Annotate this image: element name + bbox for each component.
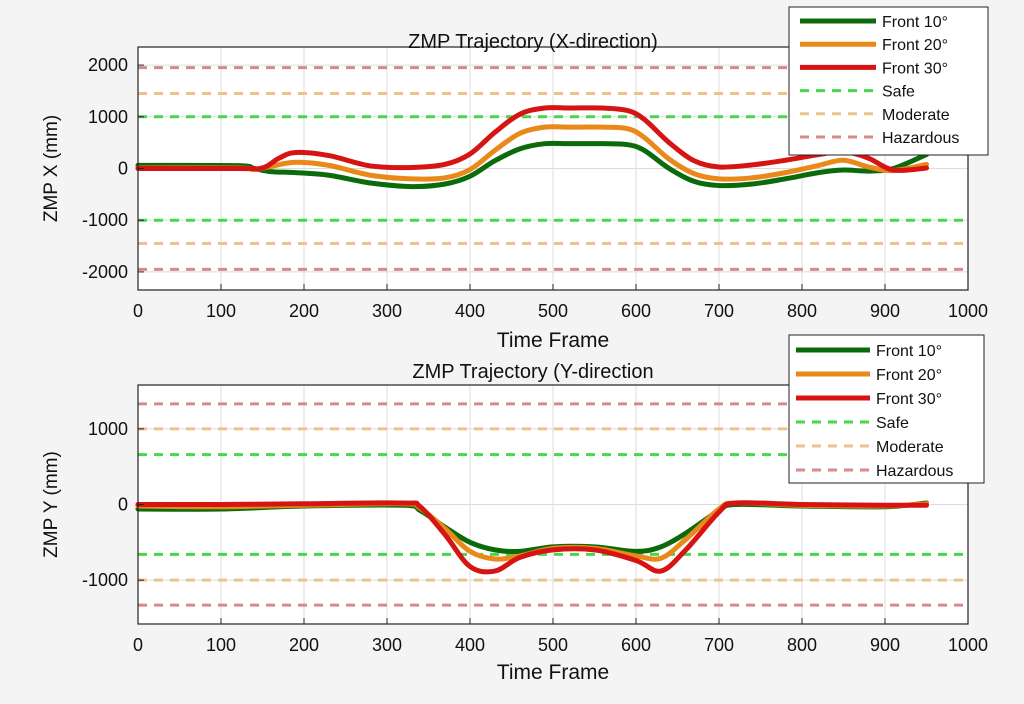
x-axis-label: Time Frame bbox=[497, 329, 609, 352]
x-tick-label: 300 bbox=[372, 301, 402, 321]
x-tick-label: 200 bbox=[289, 301, 319, 321]
legend-label: Moderate bbox=[882, 107, 950, 124]
legend-label: Front 10° bbox=[876, 343, 942, 360]
x-tick-label: 700 bbox=[704, 301, 734, 321]
x-tick-label: 800 bbox=[787, 301, 817, 321]
x-tick-label: 500 bbox=[538, 635, 568, 655]
chart-2: 0 100 200 300 400 500 600 700 800 900 1000 -1000 0 10… bbox=[41, 334, 988, 684]
x-tick-label: 600 bbox=[621, 301, 651, 321]
legend-label: Front 10° bbox=[882, 14, 948, 31]
y-tick-label: 1000 bbox=[88, 107, 128, 127]
legend-label: Moderate bbox=[876, 439, 944, 456]
x-tick-label: 500 bbox=[538, 301, 568, 321]
series-line-3 bbox=[135, 105, 929, 173]
x-tick-label: 0 bbox=[133, 301, 143, 321]
x-tick-label: 600 bbox=[621, 635, 651, 655]
y-tick-label: 2000 bbox=[88, 55, 128, 75]
y-tick-label: 0 bbox=[118, 495, 128, 515]
y-axis-label: ZMP X (mm) bbox=[41, 115, 62, 222]
y-tick-label: -2000 bbox=[82, 262, 128, 282]
y-tick-label: -1000 bbox=[82, 210, 128, 230]
legend-label: Safe bbox=[876, 415, 909, 432]
x-tick-label: 1000 bbox=[948, 635, 988, 655]
x-tick-label: 900 bbox=[870, 301, 900, 321]
legend-label: Front 30° bbox=[882, 60, 948, 77]
x-tick-label: 1000 bbox=[948, 301, 988, 321]
series-line-2 bbox=[135, 124, 929, 182]
legend: Front 10° Front 20° Front 30° Safe Moderate H… bbox=[788, 334, 985, 484]
series-line-3 bbox=[135, 500, 929, 575]
legend-label: Front 30° bbox=[876, 391, 942, 408]
legend-label: Front 20° bbox=[882, 37, 948, 54]
legend-label: Hazardous bbox=[876, 463, 953, 480]
chart-title: ZMP Trajectory (X-direction) bbox=[408, 31, 658, 53]
x-tick-label: 400 bbox=[455, 635, 485, 655]
chart-title: ZMP Trajectory (Y-direction bbox=[412, 361, 653, 383]
x-tick-label: 100 bbox=[206, 635, 236, 655]
legend-label: Hazardous bbox=[882, 130, 959, 147]
x-tick-label: 100 bbox=[206, 301, 236, 321]
x-tick-label: 900 bbox=[870, 635, 900, 655]
x-tick-label: 0 bbox=[133, 635, 143, 655]
legend-box bbox=[788, 6, 989, 156]
series-line-1 bbox=[135, 140, 929, 190]
x-tick-label: 800 bbox=[787, 635, 817, 655]
legend-label: Safe bbox=[882, 84, 915, 101]
y-tick-label: -1000 bbox=[82, 570, 128, 590]
x-axis-label: Time Frame bbox=[497, 661, 609, 684]
y-tick-label: 1000 bbox=[88, 419, 128, 439]
legend: Front 10° Front 20° Front 30° Safe Moderate H… bbox=[788, 6, 989, 156]
y-tick-label: 0 bbox=[118, 159, 128, 179]
x-tick-label: 700 bbox=[704, 635, 734, 655]
x-tick-label: 200 bbox=[289, 635, 319, 655]
legend-box bbox=[788, 334, 985, 484]
chart-1: 0 100 200 300 400 500 600 700 800 900 1000 -2000 -10… bbox=[41, 6, 989, 352]
legend-label: Front 20° bbox=[876, 367, 942, 384]
x-tick-label: 300 bbox=[372, 635, 402, 655]
x-tick-label: 400 bbox=[455, 301, 485, 321]
y-axis-label: ZMP Y (mm) bbox=[41, 451, 62, 558]
